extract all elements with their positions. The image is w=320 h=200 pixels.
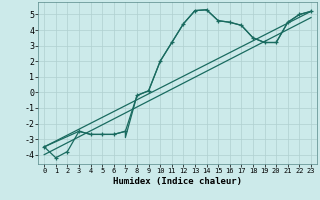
X-axis label: Humidex (Indice chaleur): Humidex (Indice chaleur) [113,177,242,186]
